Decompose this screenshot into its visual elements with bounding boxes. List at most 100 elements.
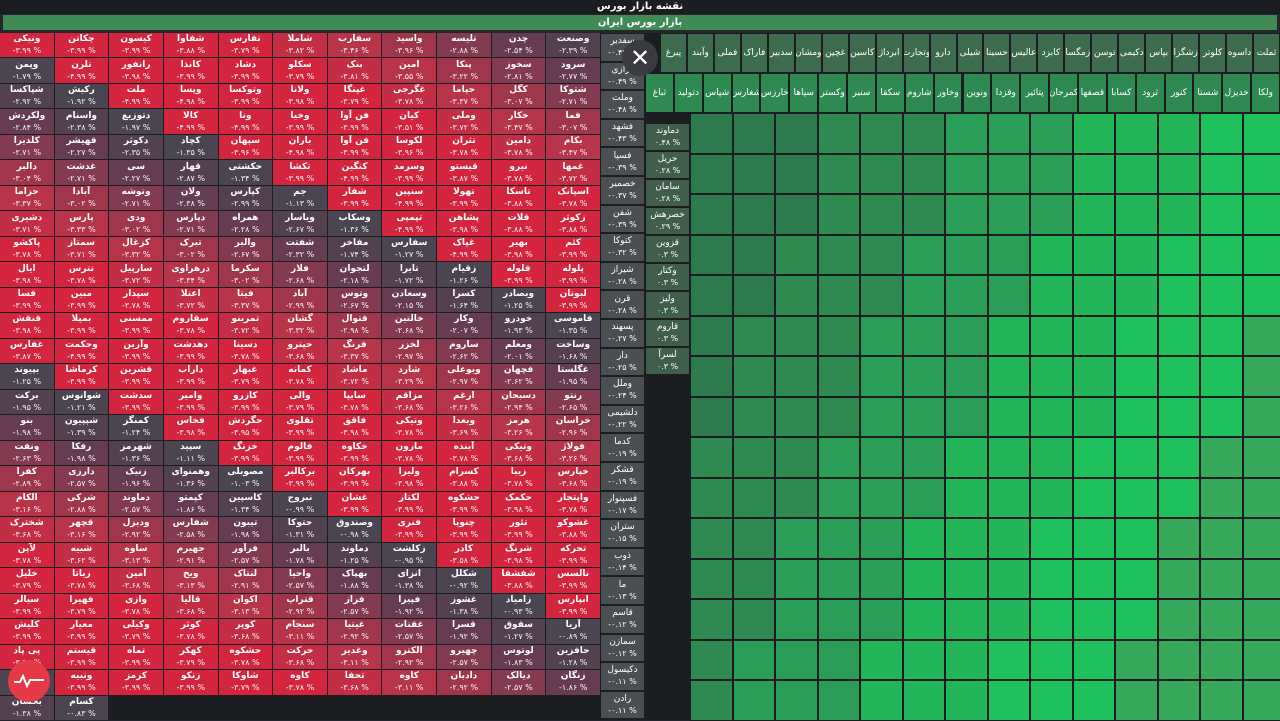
stock-tile[interactable]: وازی-۳.۷۸ % — [109, 594, 163, 618]
stock-tile[interactable]: شهرمز-۱.۳۶ % — [109, 441, 163, 465]
stock-tile[interactable]: واسید-۳.۹۶ % — [382, 33, 436, 57]
stock-tile[interactable]: سی-۲.۲۷ % — [109, 160, 163, 184]
stock-tile[interactable]: شوانوس-۱.۲۱ % — [55, 390, 109, 414]
stock-tile[interactable] — [1243, 235, 1280, 276]
stock-tile[interactable] — [1243, 113, 1280, 154]
stock-tile[interactable]: ولان-۲.۳۸ % — [164, 186, 218, 210]
stock-tile[interactable]: غپاک-۴.۹۹ % — [437, 237, 491, 261]
stock-tile[interactable]: کتوکا-۰.۳۲ % — [600, 233, 645, 262]
stock-tile[interactable]: ثباغ — [645, 73, 674, 113]
stock-tile[interactable]: غشوکو-۳.۸۸ % — [546, 517, 600, 541]
stock-tile[interactable]: فسپا-۰.۳۹ % — [600, 147, 645, 176]
stock-tile[interactable]: وکیلی-۳.۷۹ % — [109, 619, 163, 643]
stock-tile[interactable]: دادبان-۲.۹۲ % — [437, 670, 491, 694]
stock-tile[interactable]: قتراپ-۲.۹۲ % — [273, 594, 327, 618]
stock-tile[interactable]: چهیرو-۲.۵۷ % — [437, 645, 491, 669]
stock-tile[interactable]: دار-۰.۲۵ % — [600, 348, 645, 377]
stock-tile[interactable] — [988, 154, 1031, 195]
stock-tile[interactable] — [775, 113, 818, 154]
stock-tile[interactable]: شغارس — [732, 73, 761, 113]
stock-tile[interactable]: کانذا-۳.۹۹ % — [164, 58, 218, 82]
stock-tile[interactable]: وپسا-۴.۹۸ % — [164, 84, 218, 108]
stock-tile[interactable]: وصنعت-۲.۳۹ % — [546, 33, 600, 57]
stock-tile[interactable]: سپید-۱.۱۱ % — [164, 441, 218, 465]
stock-tile[interactable] — [818, 235, 861, 276]
stock-tile[interactable]: خپارس-۳.۶۸ % — [546, 466, 600, 490]
stock-tile[interactable] — [690, 397, 733, 438]
stock-tile[interactable] — [1073, 437, 1116, 478]
stock-tile[interactable]: فیتا-۳.۳۷ % — [219, 288, 273, 312]
stock-tile[interactable] — [988, 437, 1031, 478]
stock-tile[interactable] — [1243, 640, 1280, 681]
stock-tile[interactable]: تترس-۳.۷۸ % — [55, 262, 109, 286]
stock-tile[interactable] — [1243, 518, 1280, 559]
stock-tile[interactable]: دارزی-۲.۵۷ % — [55, 466, 109, 490]
stock-tile[interactable] — [1200, 599, 1243, 640]
stock-tile[interactable] — [1200, 518, 1243, 559]
stock-tile[interactable] — [1115, 275, 1158, 316]
stock-tile[interactable] — [1030, 640, 1073, 681]
stock-tile[interactable]: ونبیه-۳.۹۹ % — [55, 670, 109, 694]
stock-tile[interactable]: قلوله-۳.۹۹ % — [492, 262, 546, 286]
stock-tile[interactable] — [1243, 356, 1280, 397]
stock-tile[interactable]: زیاتا-۳.۷۸ % — [55, 568, 109, 592]
stock-tile[interactable] — [775, 559, 818, 600]
stock-tile[interactable]: نبروج-۰.۹۹ % — [273, 492, 327, 516]
stock-tile[interactable]: دیالک-۲.۵۷ % — [492, 670, 546, 694]
stock-tile[interactable] — [945, 316, 988, 357]
stock-tile[interactable]: ابپارس-۳.۹۹ % — [546, 594, 600, 618]
stock-tile[interactable]: سنپین-۴.۹۹ % — [382, 186, 436, 210]
stock-tile[interactable] — [1200, 194, 1243, 235]
stock-tile[interactable] — [1030, 154, 1073, 195]
stock-tile[interactable]: پشاهن-۳.۹۸ % — [437, 211, 491, 235]
stock-tile[interactable] — [988, 397, 1031, 438]
stock-tile[interactable]: دشاد-۳.۹۹ % — [219, 58, 273, 82]
stock-tile[interactable] — [903, 437, 946, 478]
stock-tile[interactable]: سکرما-۳.۰۲ % — [219, 262, 273, 286]
stock-tile[interactable] — [1073, 235, 1116, 276]
stock-tile[interactable]: سدبیر — [768, 33, 795, 73]
stock-tile[interactable]: ویخ-۳.۱۳ % — [164, 568, 218, 592]
stock-tile[interactable] — [690, 680, 733, 721]
stock-tile[interactable] — [1030, 113, 1073, 154]
stock-tile[interactable] — [1158, 640, 1201, 681]
stock-tile[interactable] — [860, 275, 903, 316]
stock-tile[interactable] — [1158, 113, 1201, 154]
stock-tile[interactable]: کاوه-۳.۷۸ % — [273, 670, 327, 694]
stock-tile[interactable] — [818, 640, 861, 681]
stock-tile[interactable]: تحفا-۳.۶۸ % — [328, 670, 382, 694]
stock-tile[interactable] — [1030, 599, 1073, 640]
stock-tile[interactable] — [1073, 275, 1116, 316]
stock-tile[interactable]: قسرا-۱.۹۲ % — [437, 619, 491, 643]
stock-tile[interactable]: زنگان-۱.۸۶ % — [546, 670, 600, 694]
stock-tile[interactable]: واسنام-۲.۳۸ % — [55, 109, 109, 133]
stock-tile[interactable]: برکت-۱.۹۵ % — [0, 390, 54, 414]
stock-tile[interactable] — [945, 559, 988, 600]
stock-tile[interactable]: کاسپین-۱.۳۴ % — [219, 492, 273, 516]
stock-tile[interactable]: ونیکی-۳.۹۹ % — [0, 33, 54, 57]
stock-tile[interactable]: فپیرا-۱.۹۲ % — [382, 594, 436, 618]
stock-tile[interactable]: سکلو-۳.۷۹ % — [273, 58, 327, 82]
stock-tile[interactable]: وتیکی-۳.۶۸ % — [492, 441, 546, 465]
stock-tile[interactable]: خراسان-۲.۹۶ % — [546, 415, 600, 439]
stock-tile[interactable]: چکاتن-۳.۹۹ % — [55, 33, 109, 57]
stock-tile[interactable]: قیستو-۳.۸۷ % — [437, 160, 491, 184]
stock-tile[interactable]: خودرو-۱.۹۳ % — [492, 313, 546, 337]
stock-tile[interactable] — [733, 275, 776, 316]
stock-tile[interactable]: کلیش-۳.۹۹ % — [0, 619, 54, 643]
stock-tile[interactable] — [1030, 559, 1073, 600]
stock-tile[interactable]: بنک-۳.۸۱ % — [328, 58, 382, 82]
stock-tile[interactable]: فالوم-۳.۹۹ % — [273, 441, 327, 465]
stock-tile[interactable]: غگلستا-۱.۹۵ % — [546, 364, 600, 388]
stock-tile[interactable]: آینده-۳.۷۸ % — [437, 441, 491, 465]
stock-tile[interactable] — [903, 235, 946, 276]
stock-tile[interactable] — [1115, 478, 1158, 519]
stock-tile[interactable] — [1200, 397, 1243, 438]
stock-tile[interactable]: کئم-۳.۹۹ % — [546, 237, 600, 261]
stock-tile[interactable] — [733, 478, 776, 519]
stock-tile[interactable]: شخترک-۳.۶۸ % — [0, 517, 54, 541]
stock-tile[interactable]: مصوبلی-۱.۰۳ % — [219, 466, 273, 490]
stock-tile[interactable]: کنور — [1165, 73, 1194, 113]
